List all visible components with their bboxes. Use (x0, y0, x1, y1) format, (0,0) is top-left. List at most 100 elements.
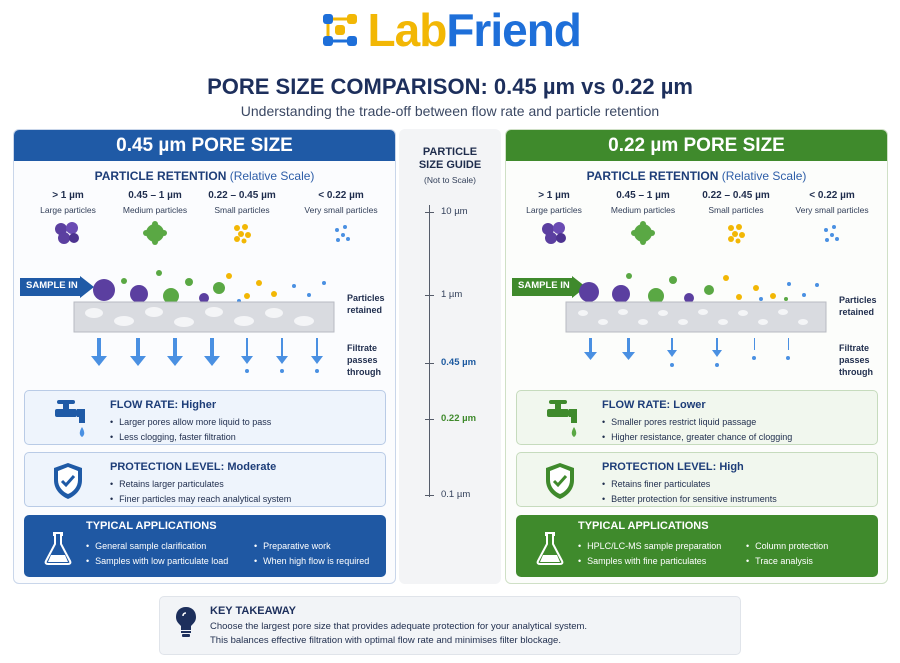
flow-rate-box: FLOW RATE: Lower Smaller pores restrict … (516, 390, 878, 445)
category-size: > 1 µm (538, 190, 570, 201)
guide-scale-line (429, 205, 430, 497)
list-item: Larger pores allow more liquid to pass (110, 415, 271, 430)
category-size: < 0.22 µm (809, 190, 855, 201)
guide-tick (425, 295, 434, 296)
list-item: Less clogging, faster filtration (110, 430, 271, 445)
list-item: Preparative work (254, 539, 369, 554)
small-particle-icon (234, 224, 251, 244)
filtrate-label: Filtrate passes through (347, 342, 381, 378)
retention-title-text: PARTICLE RETENTION (586, 169, 719, 183)
takeaway-title: KEY TAKEAWAY (210, 605, 296, 617)
applications-col2: Preparative work When high flow is requi… (254, 539, 369, 569)
category-desc: Medium particles (122, 205, 188, 215)
category-small: 0.22 – 0.45 µm Small particles (198, 190, 286, 215)
flow-rate-title: FLOW RATE: Higher (110, 399, 217, 411)
protection-points: Retains finer particulates Better protec… (602, 477, 777, 507)
guide-label-10um: 10 µm (441, 206, 468, 217)
flow-rate-title: FLOW RATE: Lower (602, 399, 706, 411)
protection-title: PROTECTION LEVEL: Moderate (110, 461, 277, 473)
filtrate-line2: passes (839, 355, 870, 365)
retention-title-text: PARTICLE RETENTION (94, 169, 227, 183)
category-size: > 1 µm (52, 190, 84, 201)
protection-box: PROTECTION LEVEL: Moderate Retains large… (24, 452, 386, 507)
list-item: Higher resistance, greater chance of clo… (602, 430, 792, 445)
list-item: Smaller pores restrict liquid passage (602, 415, 792, 430)
applications-title: TYPICAL APPLICATIONS (86, 520, 217, 532)
filtrate-line3: through (839, 367, 873, 377)
brand-lab: Lab (367, 4, 448, 56)
guide-tick (425, 363, 434, 364)
particles-retained-line2: retained (347, 305, 383, 315)
applications-col1: HPLC/LC-MS sample preparation Samples wi… (578, 539, 721, 569)
applications-col1: General sample clarification Samples wit… (86, 539, 228, 569)
small-particle-icon (728, 224, 745, 244)
very-small-particle-icon (824, 225, 839, 242)
filtrate-line2: passes (347, 355, 378, 365)
category-desc: Very small particles (795, 205, 869, 215)
category-large: > 1 µm Large particles (24, 190, 112, 215)
guide-tick (425, 212, 434, 213)
shield-check-icon (546, 463, 574, 499)
flask-icon (536, 532, 564, 565)
panel-045-header: 0.45 µm PORE SIZE (14, 130, 395, 161)
category-desc: Large particles (40, 205, 96, 215)
retention-rel: (Relative Scale) (721, 169, 807, 183)
protection-title: PROTECTION LEVEL: High (602, 461, 744, 473)
category-size: 0.22 – 0.45 µm (702, 190, 770, 201)
category-small: 0.22 – 0.45 µm Small particles (692, 190, 780, 215)
category-row: > 1 µm Large particles 0.45 – 1 µm Mediu… (506, 190, 887, 250)
list-item: Samples with fine particulates (578, 554, 721, 569)
filtrate-line1: Filtrate (839, 343, 870, 353)
category-size: 0.45 – 1 µm (128, 190, 182, 201)
category-desc: Small particles (214, 205, 270, 215)
guide-label-022um: 0.22 µm (441, 413, 477, 424)
shield-check-icon (54, 463, 82, 499)
filtrate-line3: through (347, 367, 381, 377)
membrane-045-graphic (73, 270, 335, 373)
membrane-diagram: SAMPLE IN (506, 268, 887, 378)
particle-size-guide: PARTICLE SIZE GUIDE (Not to Scale) 10 µm… (399, 129, 501, 584)
retention-rel: (Relative Scale) (229, 169, 315, 183)
particles-retained-label: Particles retained (347, 292, 385, 316)
takeaway-line2: This balances effective filtration with … (210, 635, 561, 646)
brand-friend: Friend (446, 4, 582, 56)
guide-label-045um: 0.45 µm (441, 357, 477, 368)
list-item: Trace analysis (746, 554, 828, 569)
guide-tick (425, 419, 434, 420)
category-medium: 0.45 – 1 µm Medium particles (111, 190, 199, 215)
sample-in-arrow-icon (20, 276, 94, 298)
panel-045: 0.45 µm PORE SIZE PARTICLE RETENTION (Re… (13, 129, 396, 584)
guide-title-line2: SIZE GUIDE (418, 159, 482, 171)
applications-title: TYPICAL APPLICATIONS (578, 520, 709, 532)
medium-particle-icon (143, 221, 167, 245)
category-medium: 0.45 – 1 µm Medium particles (599, 190, 687, 215)
list-item: Finer particles may reach analytical sys… (110, 492, 291, 507)
flask-icon (44, 532, 72, 565)
particles-retained-line2: retained (839, 307, 875, 317)
membrane-diagram: SAMPLE IN (14, 268, 395, 378)
category-desc: Very small particles (304, 205, 378, 215)
particles-retained-line1: Particles (839, 295, 877, 305)
lightbulb-icon (176, 607, 196, 637)
category-large: > 1 µm Large particles (510, 190, 598, 215)
page-subtitle: Understanding the trade-off between flow… (240, 103, 660, 119)
faucet-icon (55, 400, 85, 437)
list-item: When high flow is required (254, 554, 369, 569)
applications-box: TYPICAL APPLICATIONS General sample clar… (24, 515, 386, 577)
faucet-icon (547, 400, 577, 437)
flow-rate-box: FLOW RATE: Higher Larger pores allow mor… (24, 390, 386, 445)
category-very-small: < 0.22 µm Very small particles (788, 190, 876, 215)
category-row: > 1 µm Large particles 0.45 – 1 µm Mediu… (14, 190, 395, 250)
membrane-022-graphic (565, 273, 827, 367)
brand-name: LabFriend (367, 4, 582, 56)
guide-subtitle: (Not to Scale) (424, 175, 476, 185)
list-item: HPLC/LC-MS sample preparation (578, 539, 721, 554)
list-item: Retains finer particulates (602, 477, 777, 492)
molecule-logo-icon (323, 14, 358, 46)
takeaway-line1: Choose the largest pore size that provid… (210, 621, 588, 632)
flow-rate-points: Smaller pores restrict liquid passage Hi… (602, 415, 792, 445)
particles-retained-label: Particles retained (839, 294, 877, 318)
panel-022: 0.22 µm PORE SIZE PARTICLE RETENTION (Re… (505, 129, 888, 584)
list-item: Better protection for sensitive instrume… (602, 492, 777, 507)
flow-rate-points: Larger pores allow more liquid to pass L… (110, 415, 271, 445)
